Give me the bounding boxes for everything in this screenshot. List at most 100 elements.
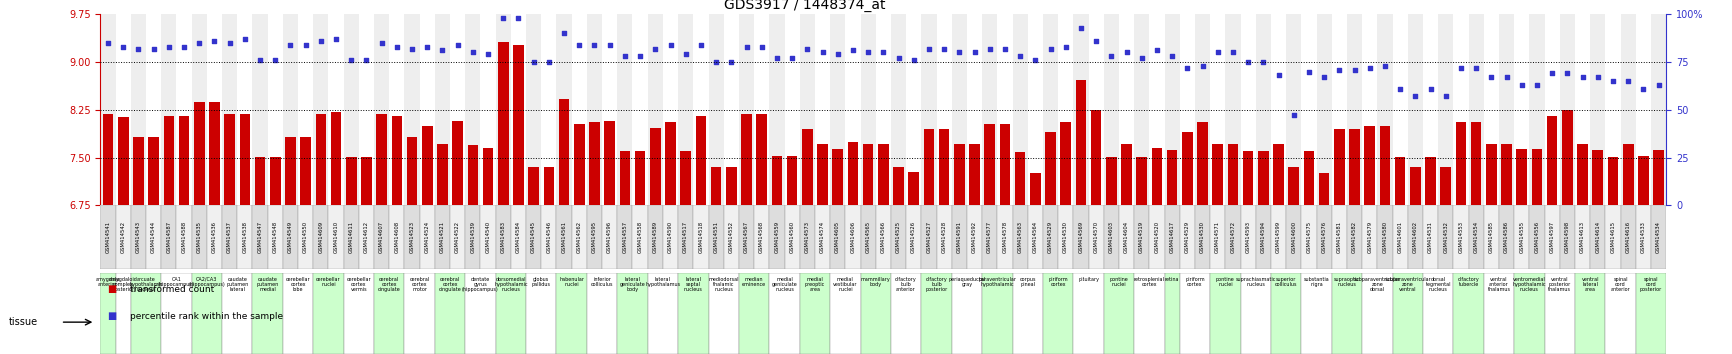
- Bar: [1195, 14, 1211, 205]
- Bar: [1470, 122, 1481, 205]
- Bar: [999, 124, 1010, 205]
- Bar: [1334, 129, 1344, 205]
- Bar: [132, 273, 161, 354]
- Bar: [161, 273, 192, 354]
- Bar: [937, 205, 951, 269]
- Bar: [1181, 132, 1193, 205]
- Bar: [650, 127, 660, 205]
- Point: [793, 46, 821, 51]
- Bar: [740, 14, 753, 205]
- Bar: [1393, 273, 1424, 354]
- Bar: [970, 143, 980, 205]
- Bar: [1561, 14, 1574, 205]
- Bar: [923, 129, 934, 205]
- Bar: [802, 129, 812, 205]
- Bar: [315, 114, 326, 205]
- Bar: [890, 205, 906, 269]
- Bar: [1393, 14, 1408, 205]
- Bar: [513, 45, 523, 205]
- Text: GSM414540: GSM414540: [485, 221, 490, 253]
- Bar: [693, 14, 708, 205]
- Text: GSM414559: GSM414559: [774, 221, 779, 253]
- Bar: [1240, 14, 1256, 205]
- Text: GSM414579: GSM414579: [1367, 221, 1372, 253]
- Bar: [1453, 273, 1484, 354]
- Bar: [1244, 151, 1254, 205]
- Text: GSM414547: GSM414547: [258, 221, 263, 253]
- Bar: [800, 273, 830, 354]
- Bar: [1651, 205, 1666, 269]
- Bar: [1304, 151, 1315, 205]
- Text: GSM414526: GSM414526: [911, 221, 916, 253]
- Bar: [966, 205, 982, 269]
- Bar: [1013, 14, 1027, 205]
- Bar: [1287, 205, 1301, 269]
- Bar: [192, 205, 206, 269]
- Point: [1204, 50, 1231, 55]
- Bar: [1529, 205, 1545, 269]
- Bar: [359, 205, 374, 269]
- Bar: [1240, 273, 1271, 354]
- Text: GSM414606: GSM414606: [850, 221, 856, 253]
- Text: GSM414572: GSM414572: [1230, 221, 1235, 253]
- Bar: [1257, 151, 1268, 205]
- Bar: [589, 122, 599, 205]
- Bar: [1076, 80, 1086, 205]
- Point: [1538, 70, 1566, 76]
- Text: GSM414597: GSM414597: [1550, 221, 1555, 253]
- Text: GSM414578: GSM414578: [1003, 221, 1008, 253]
- Bar: [313, 14, 329, 205]
- Point: [672, 51, 700, 57]
- Title: GDS3917 / 1448374_at: GDS3917 / 1448374_at: [724, 0, 885, 12]
- Bar: [435, 205, 450, 269]
- Point: [367, 40, 395, 46]
- Text: GSM414568: GSM414568: [759, 221, 764, 253]
- Bar: [617, 273, 648, 354]
- Bar: [1044, 132, 1057, 205]
- Bar: [710, 167, 722, 205]
- Point: [1112, 50, 1140, 55]
- Bar: [161, 205, 177, 269]
- Bar: [466, 14, 480, 205]
- Bar: [1606, 273, 1635, 354]
- Bar: [1380, 126, 1391, 205]
- Text: GSM414553: GSM414553: [1458, 221, 1464, 253]
- Text: GSM414530: GSM414530: [1200, 221, 1205, 253]
- Bar: [237, 14, 253, 205]
- Text: medial
geniculate
nucleus: medial geniculate nucleus: [772, 277, 797, 292]
- Text: GSM414562: GSM414562: [577, 221, 582, 253]
- Bar: [636, 151, 646, 205]
- Text: GSM414598: GSM414598: [1566, 221, 1569, 253]
- Bar: [1152, 148, 1162, 205]
- Bar: [480, 14, 495, 205]
- Text: medial
vestibular
nuclei: medial vestibular nuclei: [833, 277, 857, 292]
- Bar: [527, 273, 556, 354]
- Text: GSM414573: GSM414573: [805, 221, 811, 253]
- Bar: [937, 14, 951, 205]
- Point: [140, 46, 168, 51]
- Bar: [847, 142, 859, 205]
- Bar: [648, 205, 663, 269]
- Bar: [966, 14, 982, 205]
- Text: cerebral
cortex
cingulate: cerebral cortex cingulate: [378, 277, 400, 292]
- Bar: [1590, 14, 1606, 205]
- Text: median
eminence: median eminence: [741, 277, 766, 287]
- Bar: [1167, 150, 1178, 205]
- Bar: [1347, 205, 1361, 269]
- Bar: [830, 273, 861, 354]
- Bar: [450, 205, 466, 269]
- Text: dorsal
tegmental
nucleus: dorsal tegmental nucleus: [1425, 277, 1451, 292]
- Point: [1296, 69, 1323, 74]
- Bar: [1043, 273, 1074, 354]
- Bar: [1301, 205, 1316, 269]
- Point: [338, 57, 365, 63]
- Point: [1645, 82, 1673, 88]
- Bar: [603, 205, 617, 269]
- Bar: [527, 14, 542, 205]
- Bar: [435, 14, 450, 205]
- Bar: [1469, 14, 1484, 205]
- Point: [1325, 67, 1353, 73]
- Bar: [1103, 14, 1119, 205]
- Text: GSM414541: GSM414541: [106, 221, 111, 253]
- Text: amygdala
anterior: amygdala anterior: [95, 277, 120, 287]
